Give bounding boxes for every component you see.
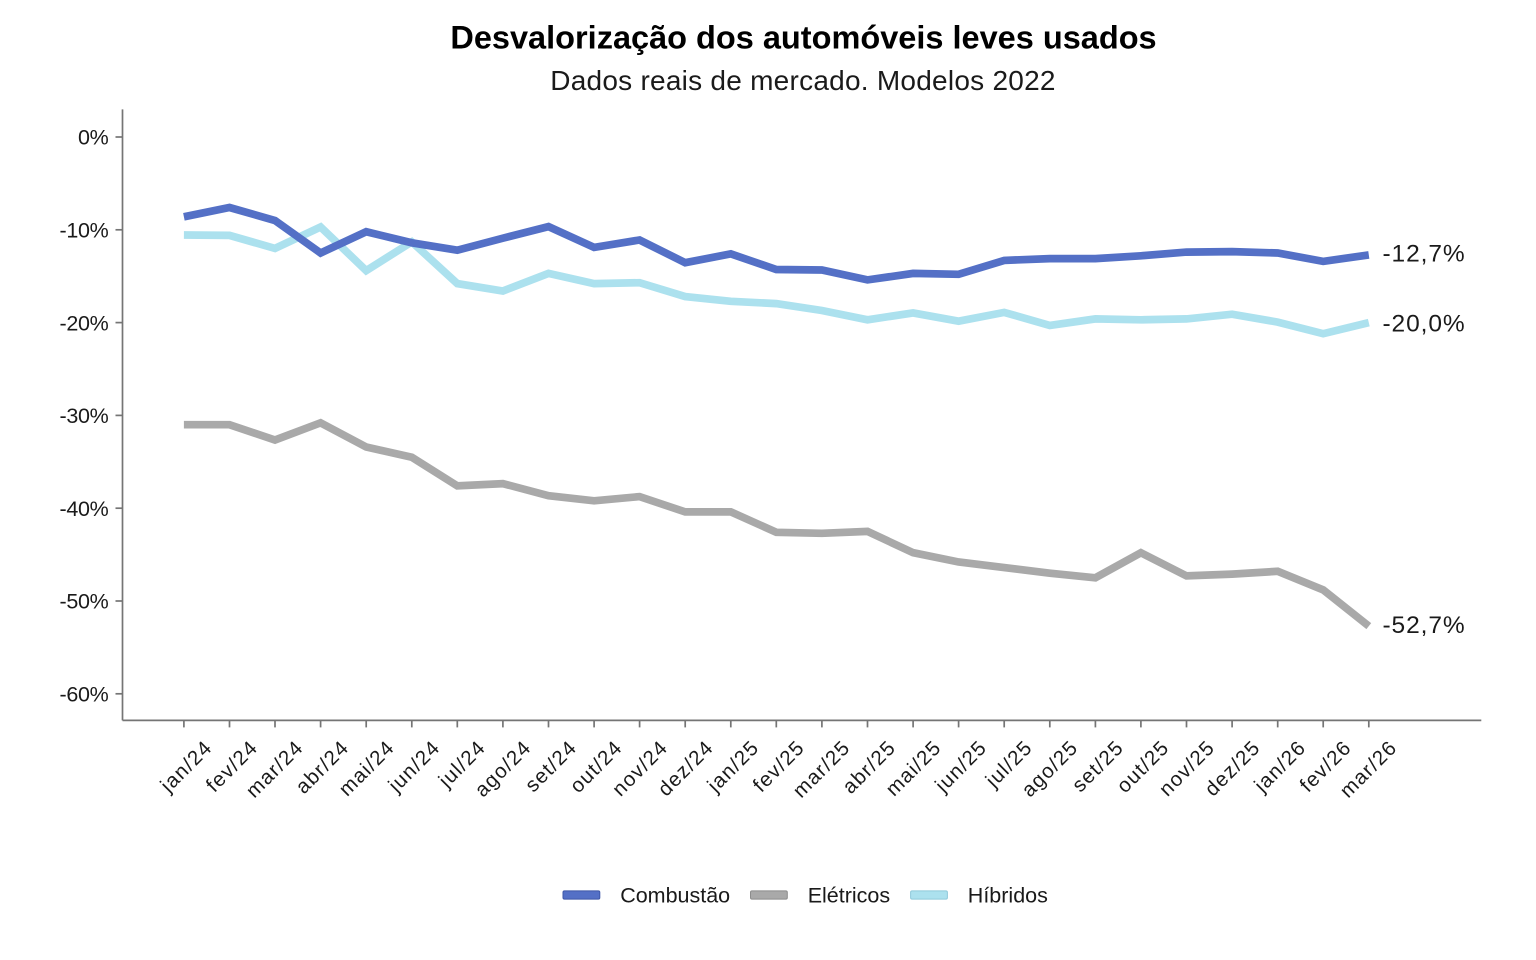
- svg-text:-60%: -60%: [60, 683, 109, 707]
- svg-text:-40%: -40%: [60, 497, 109, 521]
- svg-text:-12,7%: -12,7%: [1383, 241, 1466, 268]
- svg-text:-52,7%: -52,7%: [1383, 612, 1466, 639]
- svg-text:0%: 0%: [78, 126, 109, 150]
- svg-text:Desvalorização dos automóveis: Desvalorização dos automóveis leves usad…: [450, 20, 1156, 56]
- svg-text:Elétricos: Elétricos: [808, 884, 890, 908]
- svg-text:-50%: -50%: [60, 590, 109, 614]
- svg-text:-30%: -30%: [60, 404, 109, 428]
- svg-text:-20,0%: -20,0%: [1383, 310, 1466, 337]
- svg-text:-20%: -20%: [60, 311, 109, 335]
- svg-text:Dados reais de mercado. Modelo: Dados reais de mercado. Modelos 2022: [550, 65, 1056, 96]
- svg-text:Combustão: Combustão: [620, 884, 730, 908]
- svg-text:Híbridos: Híbridos: [968, 884, 1048, 908]
- svg-text:-10%: -10%: [60, 219, 109, 243]
